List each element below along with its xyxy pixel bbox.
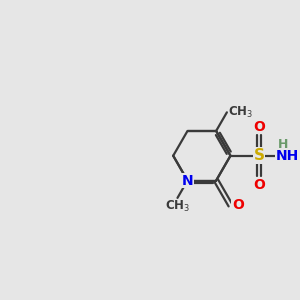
Text: N: N [182, 173, 193, 188]
Text: O: O [253, 120, 265, 134]
Text: H: H [278, 138, 288, 151]
Text: O: O [253, 178, 265, 192]
Text: CH$_3$: CH$_3$ [165, 199, 190, 214]
Text: CH$_3$: CH$_3$ [228, 105, 254, 120]
Text: O: O [232, 198, 244, 212]
Text: S: S [254, 148, 265, 163]
Text: NH: NH [276, 149, 299, 163]
